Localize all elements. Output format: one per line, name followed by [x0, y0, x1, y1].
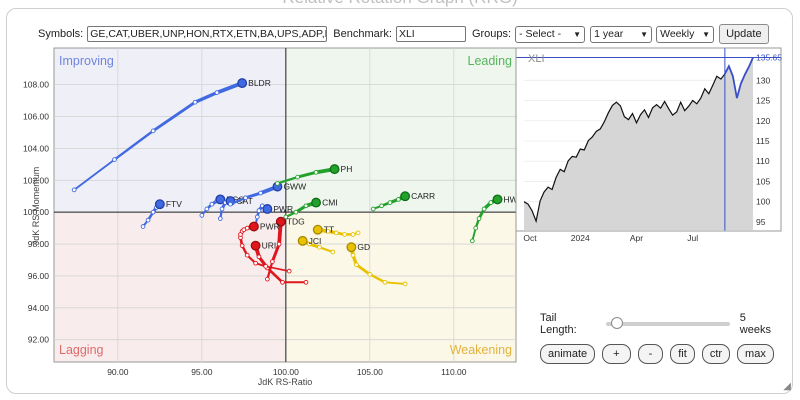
chevron-down-icon: ▼ [640, 29, 649, 39]
benchmark-input[interactable]: XLI [395, 26, 466, 42]
zoom-in-button[interactable]: + [602, 344, 631, 364]
frequency-select[interactable]: Weekly ▼ [656, 25, 715, 43]
update-button[interactable]: Update [719, 24, 769, 44]
groups-select-value: - Select - [519, 27, 562, 40]
tail-length-slider[interactable] [606, 317, 730, 329]
groups-select[interactable]: - Select - ▼ [515, 25, 586, 43]
benchmark-label: Benchmark: [333, 28, 392, 40]
resize-handle-icon[interactable]: ◢ [783, 381, 791, 392]
page-title: Relative Rotation Graph (RRG) [0, 0, 800, 8]
tail-length-label: Tail Length: [540, 312, 577, 336]
tail-length-control: Tail Length: 5 weeks [540, 312, 780, 336]
animation-controls: animate + - fit ctr max [540, 344, 774, 364]
center-button[interactable]: ctr [701, 344, 731, 364]
chevron-down-icon: ▼ [702, 29, 711, 39]
max-button[interactable]: max [737, 344, 774, 364]
animate-button[interactable]: animate [540, 344, 596, 364]
symbols-label: Symbols: [38, 28, 84, 40]
period-select-value: 1 year [594, 27, 624, 40]
control-bar: Symbols: GE,CAT,UBER,UNP,HON,RTX,ETN,BA,… [38, 24, 769, 44]
frequency-select-value: Weekly [660, 27, 695, 40]
zoom-out-button[interactable]: - [637, 344, 664, 364]
rrg-panel [6, 8, 793, 394]
period-select[interactable]: 1 year ▼ [590, 25, 653, 43]
symbols-input[interactable]: GE,CAT,UBER,UNP,HON,RTX,ETN,BA,UPS,ADP,D [87, 26, 328, 42]
tail-length-value: 5 weeks [739, 312, 771, 336]
groups-label: Groups: [471, 28, 512, 40]
tail-length-slider-thumb[interactable] [610, 317, 623, 329]
chevron-down-icon: ▼ [573, 29, 582, 39]
fit-button[interactable]: fit [670, 344, 695, 364]
